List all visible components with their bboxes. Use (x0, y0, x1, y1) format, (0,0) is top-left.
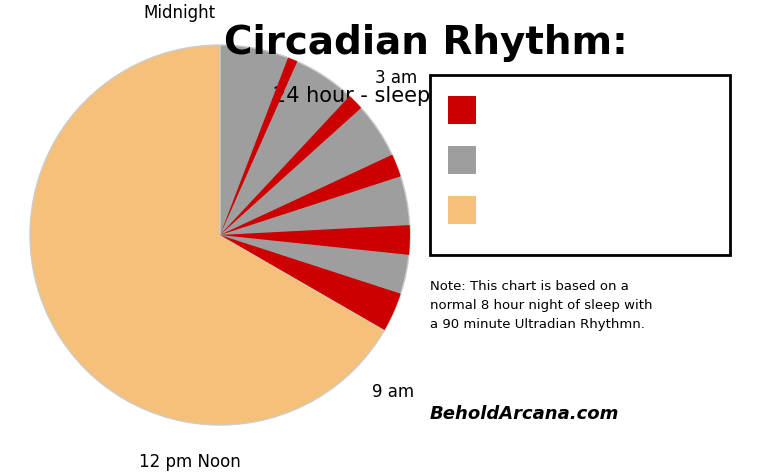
FancyBboxPatch shape (448, 146, 476, 174)
Text: Note: This chart is based on a
normal 8 hour night of sleep with
a 90 minute Ult: Note: This chart is based on a normal 8 … (430, 280, 653, 331)
Text: Deep Sleep: Deep Sleep (490, 152, 578, 168)
Text: 12 pm Noon: 12 pm Noon (139, 453, 241, 471)
FancyBboxPatch shape (448, 196, 476, 224)
Text: 9 am: 9 am (372, 383, 414, 401)
FancyBboxPatch shape (430, 75, 730, 255)
Text: Circadian Rhythm:: Circadian Rhythm: (223, 24, 628, 62)
Wedge shape (220, 96, 361, 235)
Text: 6 am: 6 am (438, 226, 480, 244)
Text: BeholdArcana.com: BeholdArcana.com (430, 405, 619, 423)
Wedge shape (220, 225, 410, 255)
Text: REM Dreaming Sleep: REM Dreaming Sleep (490, 103, 651, 117)
Text: Midnight: Midnight (143, 4, 215, 22)
Wedge shape (30, 45, 385, 425)
Wedge shape (220, 45, 410, 330)
Text: Awake: Awake (490, 202, 540, 218)
Text: 24 hour - sleep / dream cycle: 24 hour - sleep / dream cycle (273, 86, 578, 105)
FancyBboxPatch shape (448, 96, 476, 124)
Wedge shape (220, 57, 297, 235)
Text: 3 am: 3 am (375, 69, 417, 87)
Wedge shape (220, 155, 401, 235)
Wedge shape (220, 235, 401, 330)
